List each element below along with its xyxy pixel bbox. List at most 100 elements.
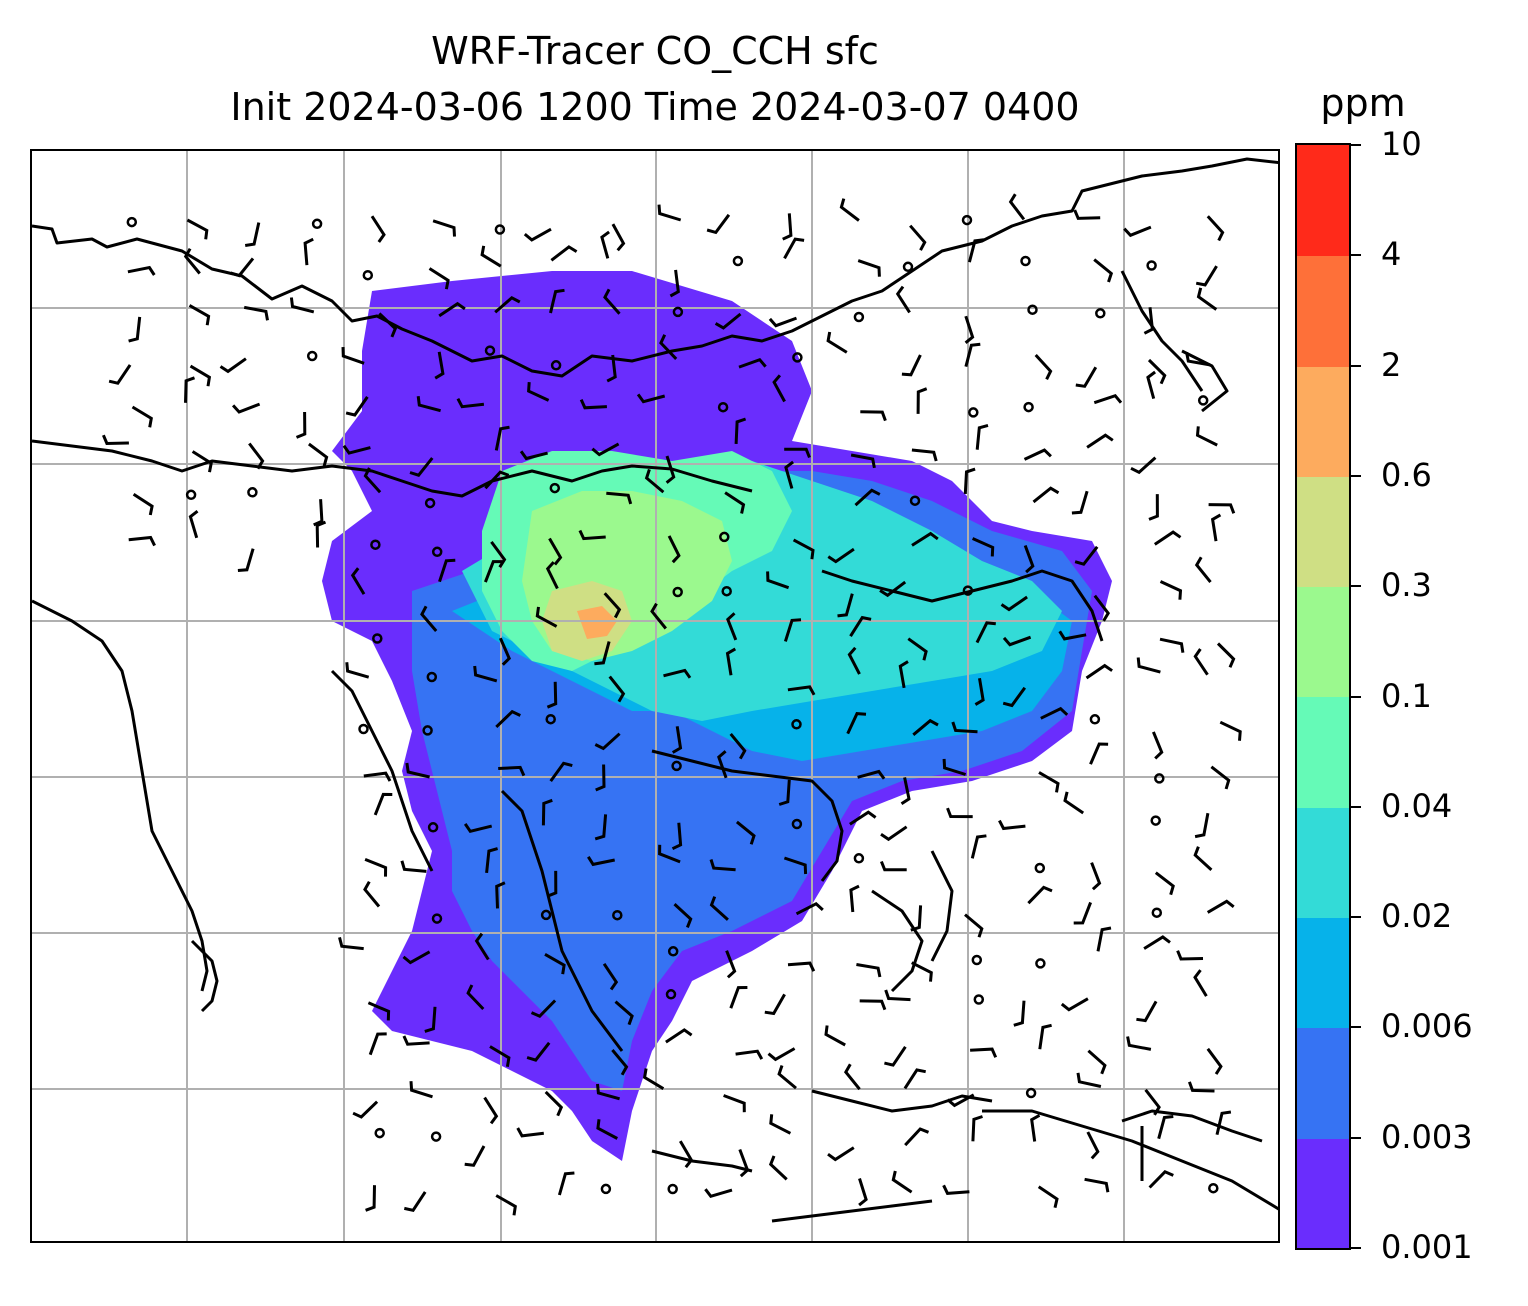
wind-barb: [738, 357, 767, 369]
calm-wind-marker: [612, 909, 623, 921]
wind-barb: [879, 580, 907, 598]
wind-barb: [544, 952, 566, 975]
wind-barb: [724, 491, 746, 514]
wind-barb: [405, 762, 430, 779]
calm-wind-marker: [424, 497, 436, 509]
wind-barb: [132, 492, 154, 516]
calm-wind-marker: [909, 495, 921, 506]
wind-barb: [1089, 742, 1109, 765]
wind-barb: [489, 1045, 511, 1067]
wind-barb: [523, 227, 552, 242]
wind-barb: [308, 442, 329, 467]
wind-barb: [1093, 594, 1111, 622]
calm-wind-marker: [545, 713, 556, 725]
colorbar-tick-label: 0.001: [1381, 1228, 1473, 1266]
wind-barb: [1084, 1177, 1110, 1193]
colorbar-segment: [1297, 255, 1349, 367]
colorbar-segment: [1297, 806, 1349, 919]
wind-barb: [849, 884, 860, 913]
wind-barb: [1194, 556, 1212, 584]
colorbar-tick: [1351, 144, 1361, 146]
calm-wind-marker: [362, 269, 374, 281]
wind-barb: [1002, 686, 1027, 708]
wind-barb: [673, 902, 693, 928]
wind-barb: [1034, 353, 1053, 380]
wind-barb: [365, 1185, 376, 1212]
wind-barb: [1157, 1115, 1174, 1140]
wind-barb: [769, 1114, 792, 1135]
wind-barb: [658, 844, 681, 864]
calm-wind-marker: [1089, 714, 1101, 725]
calm-wind-marker: [791, 818, 803, 830]
wind-barb: [1146, 370, 1156, 399]
wind-barb: [667, 535, 681, 564]
title-line-1: WRF-Tracer CO_CCH sfc: [431, 29, 879, 73]
wind-barb: [402, 950, 431, 965]
colorbar-segment: [1297, 475, 1349, 588]
wind-barb: [495, 1194, 517, 1216]
calm-wind-marker: [1027, 304, 1038, 315]
colorbar-segment: [1297, 696, 1349, 808]
calm-wind-marker: [540, 909, 552, 921]
wind-barb: [729, 732, 747, 760]
wind-barb: [519, 450, 548, 461]
wind-barb: [420, 605, 438, 632]
wind-barb: [1071, 490, 1089, 515]
colorbar-tick-label: 0.003: [1381, 1117, 1473, 1156]
calm-wind-marker: [550, 360, 562, 371]
wind-barb: [725, 647, 737, 676]
wind-barb: [594, 732, 621, 751]
wind-barb: [494, 425, 510, 451]
wind-barb: [289, 297, 315, 314]
calm-wind-marker: [1020, 255, 1031, 267]
wind-barb: [911, 961, 933, 982]
wind-barb: [768, 1155, 788, 1181]
wind-barbs: [102, 193, 1242, 1216]
wind-barb: [243, 305, 269, 321]
wind-barb: [463, 823, 493, 834]
wind-barb: [1087, 1049, 1107, 1075]
wind-barb: [1144, 1088, 1161, 1116]
wind-barb: [911, 531, 939, 547]
wind-barb: [127, 265, 156, 276]
calm-wind-marker: [370, 539, 381, 550]
wind-barb: [1073, 901, 1092, 925]
colorbar-segment: [1297, 1137, 1349, 1248]
calm-wind-marker: [430, 1131, 442, 1142]
wind-barb: [846, 712, 867, 735]
wind-barb: [1208, 503, 1236, 514]
wind-barb: [1219, 720, 1242, 741]
coastline: [500, 789, 624, 1052]
coastline: [1181, 349, 1229, 413]
wind-barb: [1143, 935, 1171, 950]
colorbar: [1295, 143, 1351, 1250]
wind-barb: [495, 881, 506, 909]
wind-barb: [1153, 530, 1182, 546]
wind-barb: [248, 442, 265, 470]
calm-wind-marker: [717, 401, 729, 413]
wind-barb: [424, 1006, 437, 1033]
calm-wind-marker: [671, 760, 682, 772]
colorbar-tick: [1351, 695, 1361, 698]
wind-barb: [891, 1170, 913, 1194]
calm-wind-marker: [791, 719, 802, 730]
wind-barb: [777, 1065, 797, 1090]
wind-barb: [338, 937, 364, 951]
wind-barb: [963, 467, 976, 494]
wind-barb: [548, 537, 563, 566]
wind-barb: [663, 668, 692, 679]
wind-barb: [1093, 258, 1114, 283]
wind-barb: [970, 1047, 998, 1058]
coastline: [821, 569, 1104, 642]
colorbar-tick-label: 4: [1381, 235, 1402, 274]
wind-barb: [1023, 448, 1052, 461]
wind-barb: [591, 442, 620, 457]
wind-barb: [544, 1090, 564, 1117]
wind-barb: [606, 491, 633, 505]
wind-barb: [313, 499, 324, 527]
coastline: [32, 599, 209, 992]
calm-wind-marker: [600, 1183, 612, 1195]
wind-barb: [1136, 1000, 1158, 1023]
wind-barb: [792, 538, 815, 560]
calm-wind-marker: [672, 586, 683, 598]
